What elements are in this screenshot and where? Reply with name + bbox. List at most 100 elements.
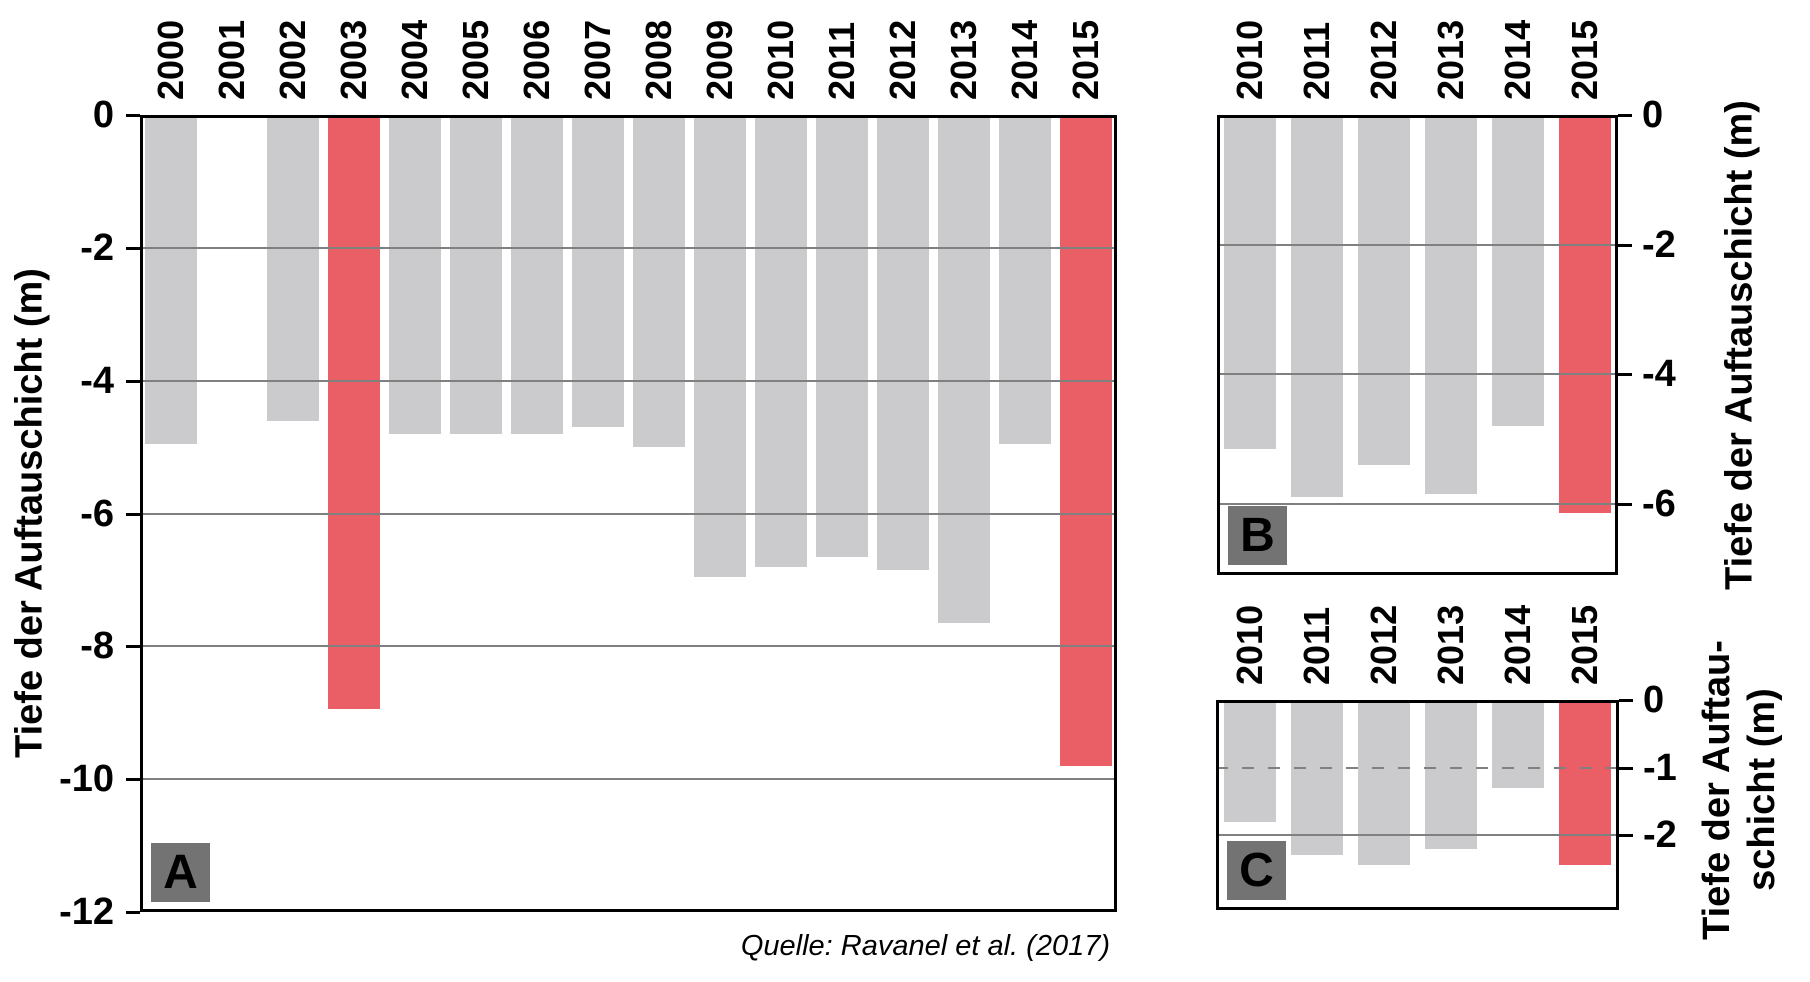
bar-c-2013 bbox=[1425, 700, 1477, 849]
y-tick-b--4 bbox=[1618, 373, 1632, 376]
gridline-c--2 bbox=[1216, 834, 1619, 836]
bar-a-2015 bbox=[1060, 115, 1112, 766]
y-tick-label-a--8: -8 bbox=[80, 625, 114, 667]
bar-c-2010 bbox=[1224, 700, 1276, 822]
y-tick-c-0 bbox=[1619, 699, 1633, 702]
bar-a-2014 bbox=[999, 115, 1051, 444]
year-label-c-2010: 2010 bbox=[1229, 604, 1271, 685]
year-label-a-2008: 2008 bbox=[638, 19, 680, 100]
y-tick-b-0 bbox=[1618, 114, 1632, 117]
year-label-a-2003: 2003 bbox=[333, 19, 375, 100]
bar-a-2000 bbox=[145, 115, 197, 444]
bar-b-2014 bbox=[1492, 115, 1544, 426]
gridline-b--2 bbox=[1217, 244, 1618, 246]
bar-b-2010 bbox=[1224, 115, 1276, 449]
year-label-a-2009: 2009 bbox=[699, 19, 741, 100]
y-tick-label-b--6: -6 bbox=[1642, 483, 1676, 525]
bar-a-2011 bbox=[816, 115, 868, 557]
y-tick-a--4 bbox=[126, 380, 140, 383]
y-tick-label-a--10: -10 bbox=[59, 758, 114, 800]
bar-a-2005 bbox=[450, 115, 502, 434]
y-tick-label-a--6: -6 bbox=[80, 493, 114, 535]
y-tick-label-a-0: 0 bbox=[92, 94, 114, 136]
year-label-a-2010: 2010 bbox=[760, 19, 802, 100]
year-label-c-2015: 2015 bbox=[1564, 604, 1606, 685]
year-label-b-2013: 2013 bbox=[1430, 19, 1472, 100]
gridline-a--8 bbox=[140, 645, 1117, 647]
y-tick-a-0 bbox=[126, 114, 140, 117]
bar-b-2015 bbox=[1559, 115, 1611, 513]
gridline-b--4 bbox=[1217, 373, 1618, 375]
bar-a-2004 bbox=[389, 115, 441, 434]
y-tick-a--8 bbox=[126, 645, 140, 648]
year-label-a-2004: 2004 bbox=[394, 19, 436, 100]
y-axis-title-c: Tiefe der Auftau- schicht (m) bbox=[1696, 640, 1783, 940]
y-tick-b--6 bbox=[1618, 503, 1632, 506]
year-label-c-2011: 2011 bbox=[1296, 606, 1338, 685]
year-label-b-2012: 2012 bbox=[1363, 19, 1405, 100]
bar-a-2008 bbox=[633, 115, 685, 447]
year-label-b-2015: 2015 bbox=[1564, 19, 1606, 100]
bar-c-2011 bbox=[1291, 700, 1343, 855]
gridline-c--1 bbox=[1216, 767, 1619, 769]
y-tick-a--10 bbox=[126, 778, 140, 781]
bar-a-2010 bbox=[755, 115, 807, 567]
y-tick-label-c--2: -2 bbox=[1643, 814, 1677, 856]
y-tick-label-c--1: -1 bbox=[1643, 747, 1677, 789]
y-tick-c--2 bbox=[1619, 834, 1633, 837]
bar-a-2002 bbox=[267, 115, 319, 421]
y-tick-label-a--2: -2 bbox=[80, 227, 114, 269]
panel-label-c: C bbox=[1227, 841, 1286, 900]
y-tick-a--12 bbox=[126, 911, 140, 914]
y-tick-label-b--2: -2 bbox=[1642, 224, 1676, 266]
gridline-a--2 bbox=[140, 247, 1117, 249]
y-tick-c--1 bbox=[1619, 767, 1633, 770]
year-label-b-2014: 2014 bbox=[1497, 19, 1539, 100]
year-label-a-2006: 2006 bbox=[516, 19, 558, 100]
y-tick-label-a--4: -4 bbox=[80, 360, 114, 402]
year-label-a-2015: 2015 bbox=[1065, 19, 1107, 100]
year-label-a-2011: 2011 bbox=[821, 21, 863, 100]
year-label-a-2005: 2005 bbox=[455, 19, 497, 100]
bar-c-2014 bbox=[1492, 700, 1544, 788]
y-axis-title-a: Tiefe der Auftauschicht (m) bbox=[8, 268, 51, 758]
panel-label-b: B bbox=[1228, 506, 1287, 565]
gridline-b--6 bbox=[1217, 503, 1618, 505]
bar-a-2012 bbox=[877, 115, 929, 570]
panel-label-a: A bbox=[151, 843, 210, 902]
year-label-a-2001: 2001 bbox=[211, 19, 253, 100]
year-label-c-2014: 2014 bbox=[1497, 604, 1539, 685]
source-note: Quelle: Ravanel et al. (2017) bbox=[740, 930, 1110, 962]
y-tick-label-c-0: 0 bbox=[1643, 679, 1665, 721]
y-axis-title-b: Tiefe der Auftauschicht (m) bbox=[1718, 100, 1761, 590]
bar-c-2015 bbox=[1559, 700, 1611, 865]
gridline-a--4 bbox=[140, 380, 1117, 382]
year-label-b-2010: 2010 bbox=[1229, 19, 1271, 100]
y-tick-label-b--4: -4 bbox=[1642, 353, 1676, 395]
y-tick-a--2 bbox=[126, 247, 140, 250]
year-label-a-2012: 2012 bbox=[882, 19, 924, 100]
y-tick-label-b-0: 0 bbox=[1642, 94, 1664, 136]
bar-b-2012 bbox=[1358, 115, 1410, 465]
bar-b-2013 bbox=[1425, 115, 1477, 494]
gridline-a--6 bbox=[140, 513, 1117, 515]
year-label-a-2002: 2002 bbox=[272, 19, 314, 100]
bar-a-2003 bbox=[328, 115, 380, 709]
y-tick-b--2 bbox=[1618, 244, 1632, 247]
year-label-a-2014: 2014 bbox=[1004, 19, 1046, 100]
bar-a-2013 bbox=[938, 115, 990, 623]
y-tick-a--6 bbox=[126, 513, 140, 516]
year-label-a-2000: 2000 bbox=[150, 19, 192, 100]
year-label-b-2011: 2011 bbox=[1296, 21, 1338, 100]
bar-a-2006 bbox=[511, 115, 563, 434]
bar-c-2012 bbox=[1358, 700, 1410, 865]
bar-a-2007 bbox=[572, 115, 624, 427]
bar-b-2011 bbox=[1291, 115, 1343, 497]
year-label-a-2007: 2007 bbox=[577, 19, 619, 100]
year-label-c-2013: 2013 bbox=[1430, 604, 1472, 685]
year-label-a-2013: 2013 bbox=[943, 19, 985, 100]
bar-a-2009 bbox=[694, 115, 746, 577]
y-tick-label-a--12: -12 bbox=[59, 891, 114, 933]
gridline-a--10 bbox=[140, 778, 1117, 780]
